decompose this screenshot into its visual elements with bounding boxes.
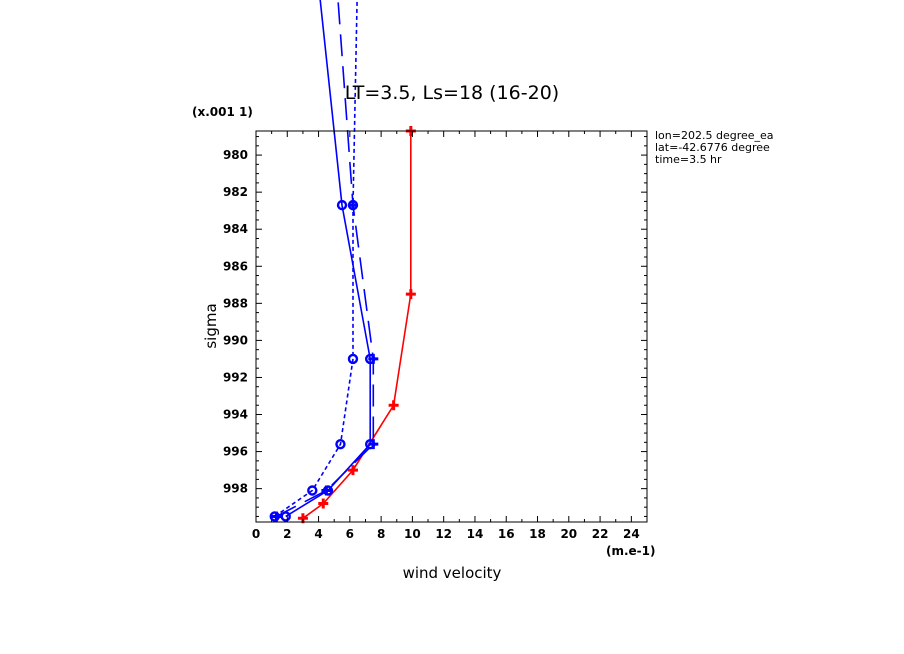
x-tick-label: 24 [623,527,640,541]
plot-frame [255,130,648,523]
data-point [347,199,359,211]
x-unit-label: (m.e-1) [606,544,656,558]
data-point [335,438,346,450]
data-point [307,485,318,496]
x-tick-label: 2 [283,527,291,541]
y-tick-label: 988 [223,296,248,310]
y-axis-title: sigma [202,303,220,348]
y-tick-label: 990 [223,333,248,347]
data-point [347,465,358,476]
data-point [388,400,399,411]
y-tick-label: 998 [223,482,248,496]
x-axis-title: wind velocity [403,564,502,582]
data-point [318,498,329,509]
data-point [269,511,280,522]
x-tick-label: 0 [252,527,260,541]
x-tick-label: 20 [560,527,577,541]
data-point [280,511,291,522]
y-tick-label: 996 [223,445,248,459]
series-line [285,0,372,518]
x-tick-label: 8 [377,527,385,541]
x-tick-label: 14 [467,527,484,541]
y-tick-label: 992 [223,370,248,384]
y-tick-label: 984 [223,222,248,236]
x-tick-label: 22 [592,527,609,541]
y-axis-ticks: 980 982 984 986 988 990 992 994 996 998 [223,136,647,517]
series-layer [269,0,416,524]
series-line [274,0,358,518]
x-tick-label: 10 [404,527,421,541]
data-point [347,353,359,365]
x-tick-label: 6 [346,527,354,541]
data-point [368,353,379,364]
annotation-line: lon=202.5 degree_ea [655,129,774,142]
series-1 [297,126,416,524]
y-tick-label: 986 [223,259,248,273]
data-point [336,199,348,211]
y-unit-label: (x.001 1) [192,105,253,119]
annotation-line: lat=-42.6776 degree [655,141,770,154]
x-tick-label: 12 [435,527,452,541]
x-axis-ticks: 0 2 4 6 8 10 12 14 16 18 20 22 24 [252,131,648,541]
x-tick-label: 4 [314,527,322,541]
data-point [405,289,416,300]
y-tick-label: 982 [223,185,248,199]
series-4 [269,0,359,522]
x-tick-label: 18 [529,527,546,541]
series-line [275,0,375,518]
series-3 [271,0,379,522]
y-tick-label: 994 [223,408,248,422]
y-tick-label: 980 [223,148,248,162]
x-tick-label: 16 [498,527,515,541]
data-point [368,439,379,450]
data-point [321,485,332,496]
chart-title: LT=3.5, Ls=18 (16-20) [345,82,559,104]
annotation-line: time=3.5 hr [655,153,722,166]
